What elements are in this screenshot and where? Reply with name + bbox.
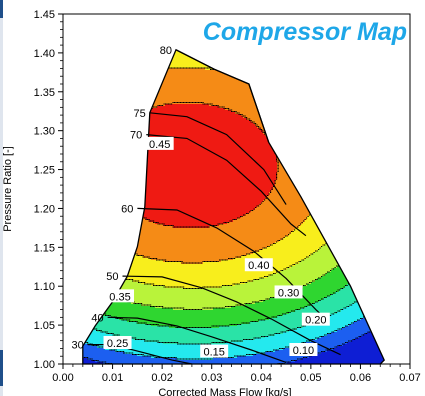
x-tick-label: 0.06	[350, 372, 371, 384]
speed-line	[137, 207, 329, 322]
map-boundary-line	[82, 48, 385, 365]
efficiency-label-box	[106, 289, 135, 303]
speed-label: 70	[130, 130, 142, 142]
y-tick-label: 1.00	[34, 359, 55, 371]
x-tick-label: 0.05	[300, 372, 321, 384]
efficiency-labels: 0.45 0.40 0.35 0.30 0.25 0.20 0.15 0.10	[103, 136, 330, 359]
y-tick-label: 1.20	[34, 203, 55, 215]
y-axis: 1.00 1.05 1.10 1.15 1.20 1.25 1.30 1.35 1.40 1.45	[34, 9, 63, 371]
speed-label: 30	[72, 340, 84, 352]
speed-line	[107, 316, 287, 363]
x-tick-label: 0.00	[52, 372, 73, 384]
speed-line	[146, 134, 307, 237]
x-axis-label: Corrected Mass Flow [kg/s]	[158, 387, 291, 396]
speed-line	[122, 275, 341, 356]
y-tick-label: 1.15	[34, 242, 55, 254]
y-tick-label: 1.45	[34, 9, 55, 21]
y-tick-label: 1.35	[34, 87, 55, 99]
edge-mark	[0, 0, 3, 18]
efficiency-label: 0.15	[203, 347, 224, 359]
x-tick-label: 0.03	[201, 372, 222, 384]
x-tick-label: 0.02	[151, 372, 172, 384]
speed-label: 80	[160, 45, 172, 57]
efficiency-label: 0.45	[149, 139, 170, 151]
chart-title: Compressor Map	[203, 18, 407, 46]
y-tick-label: 1.40	[34, 48, 55, 60]
speed-line	[149, 112, 287, 205]
speed-lines	[87, 49, 341, 364]
y-tick-label: 1.30	[34, 126, 55, 138]
efficiency-label: 0.10	[293, 345, 314, 357]
edge-mark	[0, 350, 3, 386]
efficiency-label: 0.25	[107, 338, 128, 350]
y-axis-label: Pressure Ratio [-]	[2, 146, 14, 232]
efficiency-label-box	[274, 285, 303, 299]
edge-strip	[0, 0, 3, 396]
efficiency-label-box	[301, 312, 330, 326]
x-axis: 0.00 0.01 0.02 0.03 0.04 0.05 0.06 0.07	[52, 364, 421, 384]
x-tick-label: 0.01	[102, 372, 123, 384]
efficiency-label: 0.30	[278, 287, 299, 299]
efficiency-label-box	[200, 344, 229, 358]
efficiency-label: 0.40	[248, 260, 269, 272]
y-tick-label: 1.10	[34, 281, 55, 293]
y-tick-label: 1.05	[34, 320, 55, 332]
efficiency-label-box	[289, 343, 318, 356]
speed-label: 40	[91, 312, 103, 324]
speed-label: 60	[121, 203, 133, 215]
speed-labels: 80 75 70 60 50 40 30	[72, 45, 172, 352]
efficiency-label: 0.35	[109, 291, 130, 303]
speed-label: 50	[106, 271, 118, 283]
x-tick-label: 0.07	[399, 372, 420, 384]
efficiency-label-box	[145, 136, 174, 150]
y-tick-label: 1.25	[34, 165, 55, 177]
efficiency-label-box	[244, 258, 273, 272]
efficiency-label-box	[103, 336, 132, 349]
speed-label: 75	[134, 108, 146, 120]
x-tick-label: 0.04	[251, 372, 272, 384]
efficiency-label: 0.20	[305, 315, 326, 327]
